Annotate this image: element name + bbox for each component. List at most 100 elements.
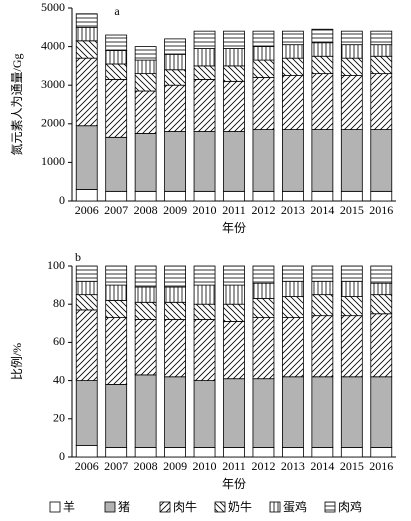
y-tick-label: 4000 — [41, 38, 65, 52]
bar-segment — [340, 376, 363, 448]
bar-segment — [105, 265, 128, 286]
x-tick-label: 2011 — [222, 203, 246, 217]
y-tick-label: 2000 — [41, 116, 65, 130]
legend-swatch — [214, 501, 226, 513]
legend-swatch — [269, 501, 281, 513]
bar-segment — [134, 133, 157, 192]
bar-segment — [370, 190, 393, 202]
bar-segment — [105, 447, 128, 458]
bar-segment — [282, 44, 304, 59]
bar-segment — [282, 190, 304, 202]
x-tick-label: 2008 — [134, 459, 158, 473]
bar-segment — [223, 284, 245, 305]
panel-label: a — [114, 4, 120, 18]
y-tick-label: 80 — [53, 296, 65, 310]
y-tick-label: 100 — [47, 258, 65, 272]
bar-segment — [311, 315, 334, 378]
bar-segment — [75, 294, 98, 311]
x-tick-label: 2010 — [193, 203, 217, 217]
bar-segment — [282, 129, 304, 192]
bar-segment — [134, 265, 157, 288]
x-tick-label: 2013 — [281, 203, 305, 217]
bar-segment — [193, 131, 216, 192]
bar-segment — [252, 282, 275, 299]
bar-segment — [164, 69, 186, 86]
bar-segment — [164, 265, 186, 288]
bar-segment — [105, 136, 128, 192]
bar-segment — [105, 284, 128, 301]
bar-segment — [193, 190, 216, 202]
bar-segment — [134, 374, 157, 448]
bar-segment — [193, 319, 216, 382]
legend-label: 肉鸡 — [338, 499, 362, 514]
bar-segment — [134, 301, 157, 320]
bar-segment — [370, 55, 393, 75]
bar-segment — [223, 190, 245, 202]
bar-segment — [75, 280, 98, 296]
bar-segment — [340, 44, 363, 59]
bar-segment — [282, 30, 304, 46]
bar-segment — [193, 48, 216, 67]
bar-segment — [164, 53, 186, 71]
bar-segment — [223, 303, 245, 322]
bar-segment — [252, 265, 275, 284]
bar-segment — [193, 284, 216, 305]
bar-segment — [340, 30, 363, 46]
bar-segment — [164, 131, 186, 192]
x-tick-label: 2012 — [251, 459, 275, 473]
bar-segment — [193, 30, 216, 49]
bar-segment — [75, 445, 98, 458]
bar-segment — [282, 317, 304, 378]
bar-segment — [75, 57, 98, 127]
bar-segment — [75, 265, 98, 282]
bar-segment — [164, 301, 186, 320]
legend-label: 羊 — [63, 499, 75, 514]
bar-segment — [311, 73, 334, 130]
bar-segment — [252, 447, 275, 458]
bar-segment — [252, 46, 275, 61]
y-tick-label: 20 — [53, 411, 65, 425]
legend-label: 猪 — [118, 500, 130, 514]
bar-segment — [252, 378, 275, 448]
bar-segment — [134, 447, 157, 458]
x-tick-label: 2010 — [193, 459, 217, 473]
bar-segment — [223, 378, 245, 448]
x-tick-label: 2007 — [104, 459, 128, 473]
bar-segment — [311, 28, 334, 44]
bar-segment — [105, 299, 128, 318]
bar-segment — [75, 309, 98, 381]
bar-segment — [252, 77, 275, 130]
x-tick-label: 2016 — [369, 459, 393, 473]
bar-segment — [223, 80, 245, 132]
bar-segment — [340, 57, 363, 76]
bar-segment — [282, 265, 304, 282]
bar-segment — [252, 129, 275, 192]
bar-segment — [370, 73, 393, 130]
y-tick-label: 5000 — [41, 0, 65, 14]
bar-segment — [340, 315, 363, 378]
bar-segment — [164, 190, 186, 202]
bar-segment — [193, 65, 216, 80]
legend-swatch — [324, 501, 336, 513]
bar-segment — [105, 50, 128, 65]
bar-segment — [311, 129, 334, 192]
bar-segment — [311, 447, 334, 458]
bar-segment — [223, 48, 245, 67]
bar-segment — [311, 265, 334, 282]
bar-segment — [193, 380, 216, 448]
x-tick-label: 2014 — [310, 459, 334, 473]
bar-segment — [164, 84, 186, 132]
bar-segment — [105, 63, 128, 80]
bar-segment — [223, 447, 245, 458]
bar-segment — [340, 296, 363, 317]
legend-swatch — [159, 501, 171, 513]
y-axis-label: 比例/% — [10, 343, 24, 380]
bar-segment — [370, 313, 393, 378]
bar-segment — [340, 280, 363, 297]
bar-segment — [340, 447, 363, 458]
x-tick-label: 2016 — [369, 203, 393, 217]
bar-segment — [134, 73, 157, 92]
x-tick-label: 2013 — [281, 459, 305, 473]
x-tick-label: 2007 — [104, 203, 128, 217]
